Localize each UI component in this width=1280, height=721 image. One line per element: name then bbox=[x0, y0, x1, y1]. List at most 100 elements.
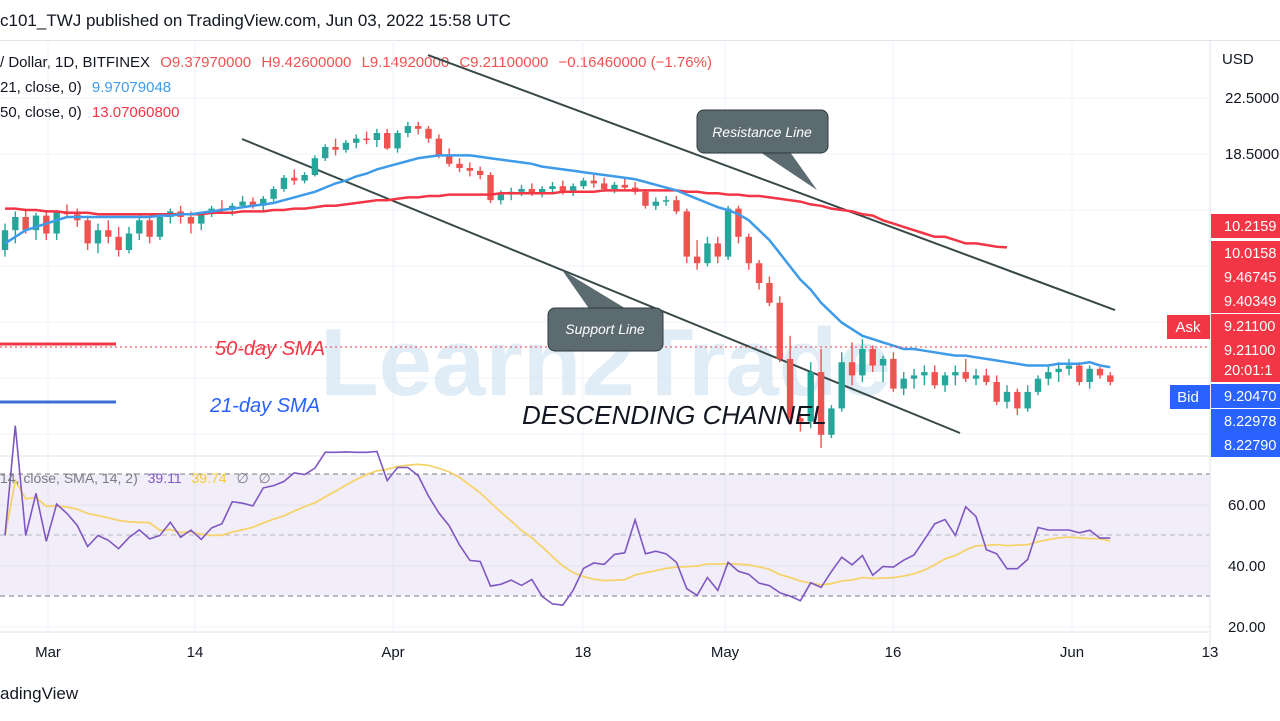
candle bbox=[415, 121, 422, 135]
time-axis-label: Apr bbox=[381, 644, 404, 661]
candle bbox=[1003, 385, 1011, 409]
candle bbox=[322, 144, 329, 161]
time-axis-label: May bbox=[711, 644, 740, 661]
symbol-legend: / Dollar, 1D, BITFINEX O9.37970000 H9.42… bbox=[0, 54, 718, 71]
candle bbox=[962, 358, 969, 382]
candle bbox=[1045, 365, 1052, 386]
candle bbox=[115, 226, 122, 257]
candle bbox=[538, 186, 546, 198]
sma21-key-label: 21-day SMA bbox=[209, 395, 320, 417]
price-axis-title: USD bbox=[1222, 51, 1254, 68]
price-tag-label: 9.20470 bbox=[1224, 389, 1276, 405]
candle bbox=[693, 240, 701, 270]
publish-line: c101_TWJ published on TradingView.com, J… bbox=[0, 11, 511, 30]
candle bbox=[1, 223, 9, 257]
sma21-line bbox=[4, 154, 1111, 369]
candle bbox=[879, 355, 887, 382]
sma50-legend-value: 13.07060800 bbox=[91, 104, 180, 121]
ask-label: Ask bbox=[1175, 319, 1201, 336]
candle bbox=[425, 126, 432, 143]
candle bbox=[363, 131, 370, 145]
support-callout: Support Line bbox=[547, 270, 664, 352]
candle bbox=[662, 196, 670, 206]
open-value: O9.37970000 bbox=[160, 54, 252, 71]
candle bbox=[869, 345, 876, 373]
change-value: −0.16460000 (−1.76%) bbox=[558, 54, 712, 71]
candle bbox=[280, 175, 288, 192]
candle bbox=[848, 342, 856, 386]
candle bbox=[311, 155, 319, 177]
ask-tag[interactable]: Ask bbox=[1167, 315, 1210, 339]
price-tag: 10.0158 bbox=[1211, 241, 1280, 265]
candle bbox=[332, 138, 339, 156]
candle bbox=[384, 128, 391, 150]
candle bbox=[983, 368, 990, 386]
candle bbox=[476, 166, 484, 180]
candle bbox=[828, 405, 835, 439]
resistance-trendline bbox=[427, 54, 1116, 311]
low-value: L9.14920000 bbox=[361, 54, 450, 71]
candle bbox=[900, 372, 907, 396]
candle bbox=[1107, 372, 1114, 386]
candle bbox=[807, 362, 814, 429]
candle bbox=[569, 183, 577, 196]
hide-indicator-icon[interactable]: ∅ bbox=[258, 470, 271, 486]
candle bbox=[1096, 367, 1104, 379]
candle bbox=[755, 259, 763, 290]
sma21-legend[interactable]: 21, close, 0) 9.97079048 bbox=[0, 79, 177, 96]
rsi-value: 39.11 bbox=[147, 470, 182, 486]
candle bbox=[1076, 362, 1083, 386]
candle bbox=[146, 215, 153, 244]
high-value: H9.42600000 bbox=[261, 54, 352, 71]
price-tag: 9.40349 bbox=[1211, 289, 1280, 313]
candle bbox=[952, 365, 959, 386]
time-axis-label: 14 bbox=[187, 644, 204, 661]
candle bbox=[931, 365, 938, 389]
tradingview-brand: adingView bbox=[0, 684, 79, 703]
price-tag: 8.22790 bbox=[1211, 433, 1280, 457]
candle bbox=[621, 177, 628, 191]
candle bbox=[466, 162, 474, 177]
candle bbox=[910, 368, 918, 389]
price-tag: 10.2159 bbox=[1211, 214, 1280, 238]
close-value: C9.21100000 bbox=[459, 54, 549, 71]
candle bbox=[631, 182, 639, 195]
candle bbox=[136, 215, 143, 241]
candle bbox=[724, 205, 732, 260]
candle bbox=[270, 186, 277, 202]
price-tick-label: 18.5000 bbox=[1225, 146, 1279, 163]
publish-header: c101_TWJ published on TradingView.com, J… bbox=[0, 0, 1280, 41]
support-callout-label: Support Line bbox=[565, 321, 645, 337]
price-tag-label: 8.22978 bbox=[1224, 414, 1276, 430]
candle bbox=[84, 215, 91, 250]
bid-label: Bid bbox=[1177, 389, 1199, 406]
price-tag: 9.46745 bbox=[1211, 265, 1280, 289]
sma21-legend-value: 9.97079048 bbox=[91, 79, 172, 96]
rsi-legend[interactable]: 14, close, SMA, 14, 2) 39.11 39.74 ∅ ∅ bbox=[0, 470, 271, 487]
candle bbox=[1086, 365, 1093, 389]
candle bbox=[125, 226, 133, 254]
candle bbox=[745, 233, 752, 270]
candle bbox=[456, 158, 463, 173]
candle bbox=[590, 175, 598, 188]
rsi-tick-label: 40.00 bbox=[1228, 558, 1266, 575]
candle bbox=[291, 169, 298, 185]
candle bbox=[94, 223, 102, 254]
candle bbox=[487, 172, 494, 203]
sma50-legend[interactable]: 50, close, 0) 13.07060800 bbox=[0, 104, 185, 121]
candle bbox=[817, 349, 825, 448]
candle bbox=[105, 220, 112, 244]
sma21-legend-label: 21, close, 0) bbox=[0, 79, 82, 96]
resistance-callout: Resistance Line bbox=[696, 109, 829, 190]
symbol-label[interactable]: / Dollar, 1D, BITFINEX bbox=[0, 54, 151, 71]
candle bbox=[198, 212, 205, 231]
candle bbox=[786, 335, 794, 425]
candle bbox=[652, 197, 659, 210]
candle bbox=[642, 189, 649, 209]
candle bbox=[735, 205, 742, 244]
bid-tag[interactable]: Bid bbox=[1170, 385, 1210, 409]
candle bbox=[373, 128, 381, 147]
candle bbox=[445, 148, 453, 167]
hide-indicator-icon[interactable]: ∅ bbox=[236, 470, 249, 486]
